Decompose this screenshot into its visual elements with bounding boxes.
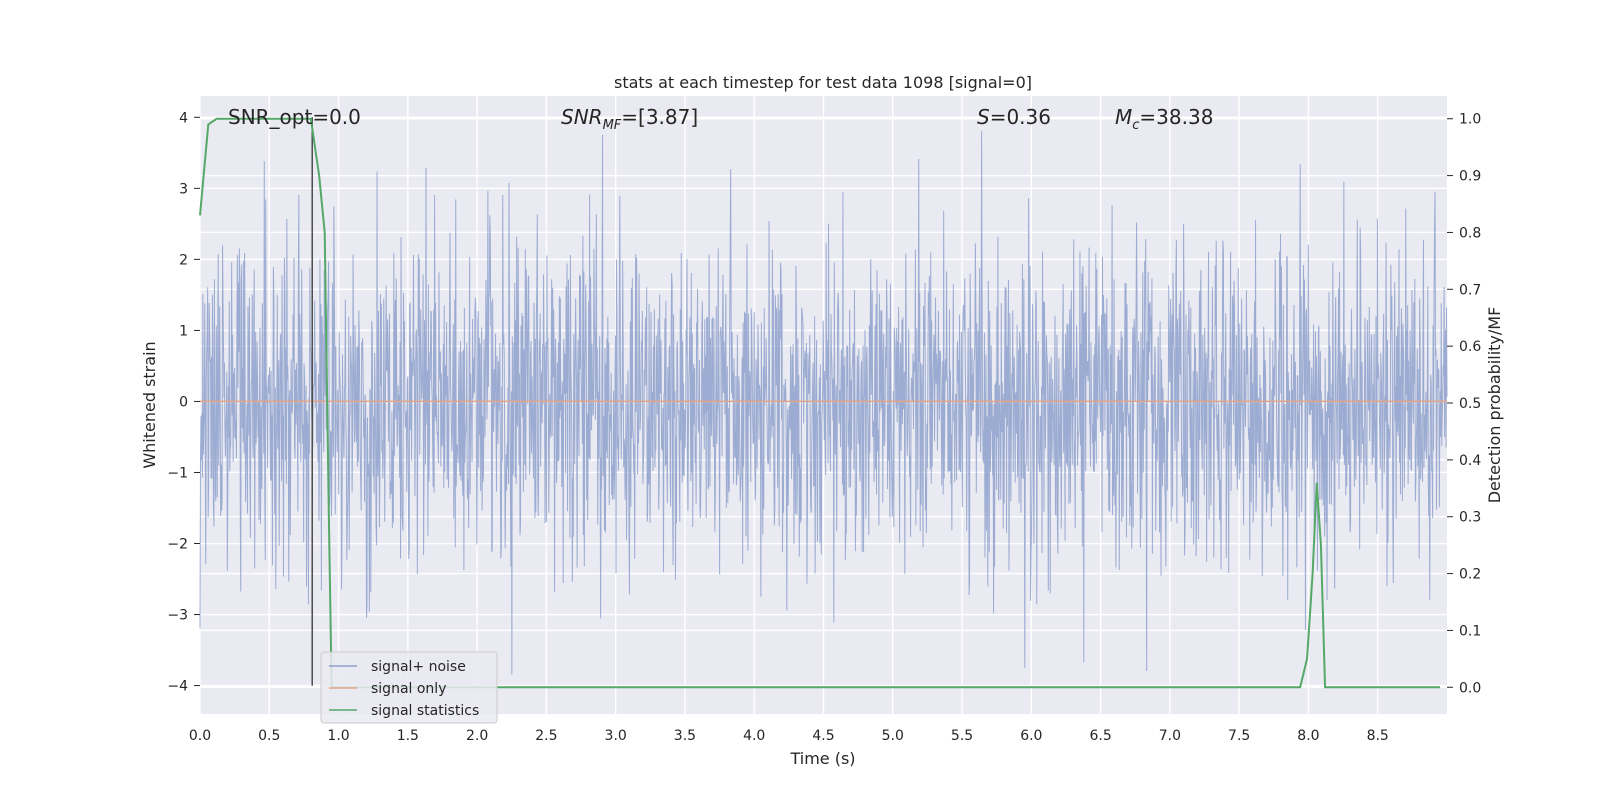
snr-mf-value: =[3.87]: [621, 105, 698, 129]
y2-tick-label: 0.0: [1459, 680, 1481, 696]
annotation-s: S=0.36: [977, 105, 1051, 129]
y-tick-label: 3: [179, 181, 188, 197]
y-tick-label: 1: [179, 323, 188, 339]
x-tick-label: 4.0: [743, 728, 765, 744]
x-tick-label: 1.5: [397, 728, 419, 744]
series-signal-noise: [199, 131, 1448, 675]
mc-sub: c: [1132, 118, 1139, 133]
chart-title: stats at each timestep for test data 109…: [614, 73, 1032, 92]
x-tick-label: 4.5: [812, 728, 834, 744]
legend-label-signal-statistics: signal statistics: [371, 703, 479, 719]
x-tick-label: 7.0: [1159, 728, 1181, 744]
snr-mf-sub: MF: [603, 118, 622, 133]
snr-mf-base: SNR: [561, 105, 603, 129]
y2-tick-label: 0.2: [1459, 567, 1481, 583]
y-tick-label: 0: [179, 394, 188, 410]
annotation-snr-mf: SNRMF=[3.87]: [561, 105, 698, 133]
x-axis-ticks: 0.0 0.5 1.0 1.5 2.0 2.5 3.0 3.5 4.0 4.5 5.0 5.5 6.0 6…: [189, 728, 1389, 744]
y2-tick-label: 0.8: [1459, 225, 1481, 241]
legend: signal+ noise signal only signal statist…: [320, 651, 498, 724]
line-signal-noise: [199, 131, 1448, 675]
x-tick-label: 8.0: [1297, 728, 1319, 744]
x-tick-label: 5.5: [951, 728, 973, 744]
legend-label-signal-only: signal only: [371, 681, 446, 697]
s-var: S: [977, 105, 990, 129]
y2-tick-label: 0.3: [1459, 510, 1481, 526]
x-tick-label: 3.0: [605, 728, 627, 744]
y2-tick-label: 0.5: [1459, 396, 1481, 412]
y2-tick-label: 0.4: [1459, 453, 1481, 469]
y2-axis-ticks: 0.0 0.1 0.2 0.3 0.4 0.5 0.6 0.7 0.8 0.9 1.0: [1447, 112, 1481, 696]
y-tick-label: −4: [167, 679, 188, 695]
legend-label-signal-noise: signal+ noise: [371, 659, 466, 675]
x-tick-label: 6.5: [1089, 728, 1111, 744]
y-tick-label: −3: [167, 608, 188, 624]
annotation-snr-opt: SNR_opt=0.0: [228, 105, 361, 129]
x-tick-label: 2.5: [535, 728, 557, 744]
annotation-mc: Mc=38.38: [1115, 105, 1213, 133]
x-tick-label: 8.5: [1367, 728, 1389, 744]
mc-var: M: [1115, 105, 1132, 129]
y-tick-label: 2: [179, 252, 188, 268]
y-axis-label: Whitened strain: [140, 341, 159, 468]
x-tick-label: 7.5: [1228, 728, 1250, 744]
x-tick-label: 3.5: [674, 728, 696, 744]
mc-value: =38.38: [1139, 105, 1213, 129]
x-tick-label: 5.0: [882, 728, 904, 744]
y-tick-label: −1: [167, 465, 188, 481]
y2-tick-label: 0.6: [1459, 339, 1481, 355]
legend-box: [320, 651, 498, 724]
y-tick-label: 4: [179, 110, 188, 126]
x-tick-label: 0.0: [189, 728, 211, 744]
y2-tick-label: 0.1: [1459, 623, 1481, 639]
y2-tick-label: 1.0: [1459, 112, 1481, 128]
y-axis-ticks: −4 −3 −2 −1 0 1 2 3 4: [167, 110, 200, 695]
x-tick-label: 2.0: [466, 728, 488, 744]
y2-axis-label: Detection probability/MF: [1485, 307, 1504, 504]
s-value: =0.36: [990, 105, 1051, 129]
x-tick-label: 1.0: [327, 728, 349, 744]
x-tick-label: 6.0: [1020, 728, 1042, 744]
y2-tick-label: 0.7: [1459, 282, 1481, 298]
x-tick-label: 0.5: [258, 728, 280, 744]
y2-tick-label: 0.9: [1459, 169, 1481, 185]
y-tick-label: −2: [167, 537, 188, 553]
x-axis-label: Time (s): [789, 749, 855, 768]
